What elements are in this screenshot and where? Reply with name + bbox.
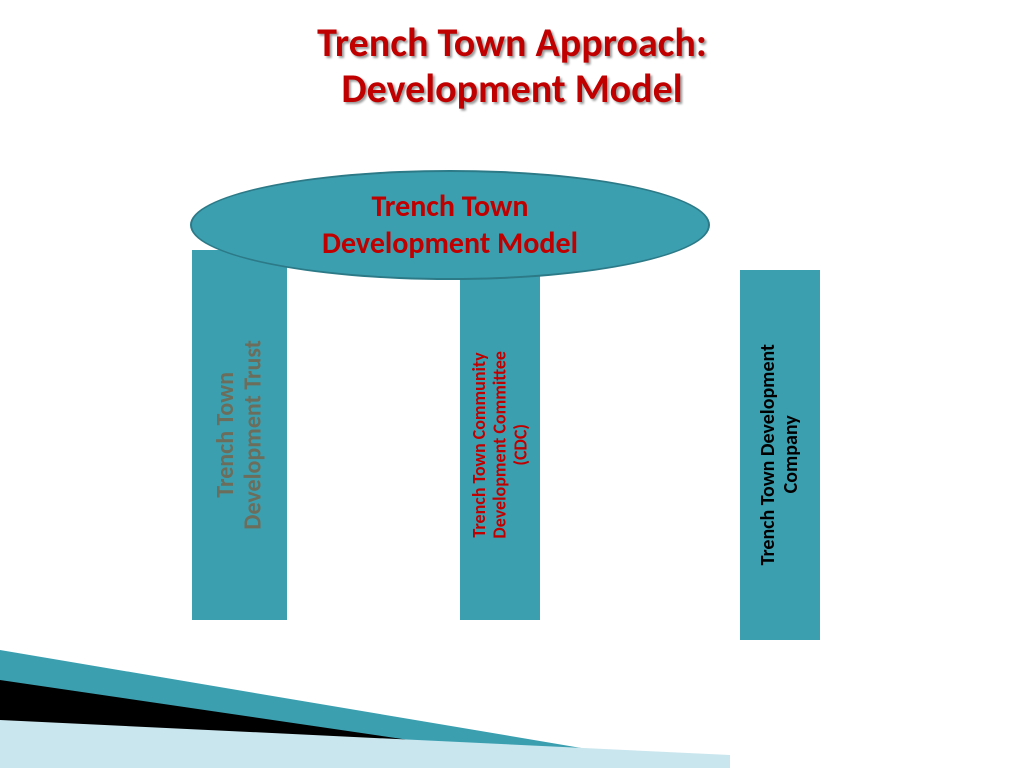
model-ellipse: Trench Town Development Model [190, 170, 710, 280]
ellipse-label: Trench Town Development Model [322, 188, 578, 262]
pillar-1-label: Trench TownDevelopment Trust [212, 340, 267, 530]
pillar-2-label: Trench Town CommunityDevelopment Committ… [469, 351, 531, 539]
pillar-1: Trench TownDevelopment Trust [192, 250, 287, 620]
ellipse-line-1: Trench Town [371, 188, 528, 225]
pillar-3: Trench Town DevelopmentCompany [740, 270, 820, 640]
pillar-2: Trench Town CommunityDevelopment Committ… [460, 270, 540, 620]
ellipse-line-2: Development Model [322, 225, 578, 262]
pillar-3-label: Trench Town DevelopmentCompany [757, 344, 803, 565]
